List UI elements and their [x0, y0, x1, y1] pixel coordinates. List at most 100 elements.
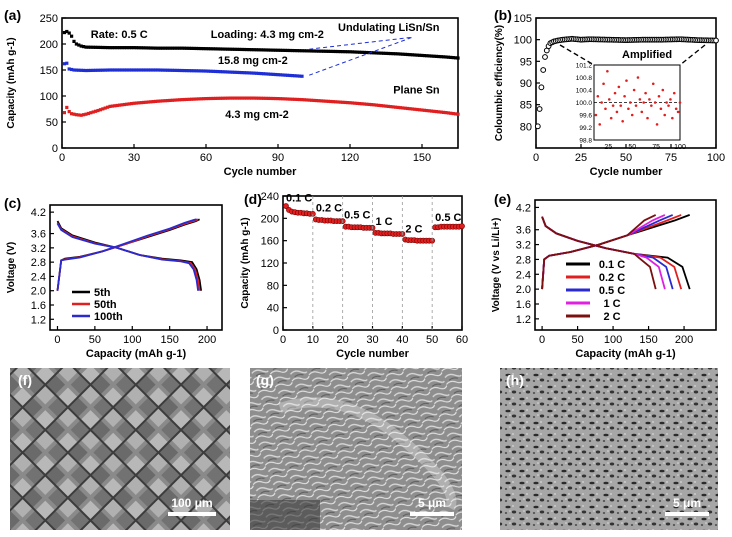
- inset-data-point: [646, 116, 649, 120]
- panel-label: (c): [4, 195, 21, 211]
- data-point: [173, 98, 177, 102]
- rate-label: 2 C: [405, 223, 422, 235]
- data-point: [233, 70, 237, 74]
- data-point: [398, 52, 402, 56]
- data-point: [168, 46, 172, 50]
- data-point: [238, 70, 242, 75]
- inset-data-point: [650, 104, 653, 107]
- data-point: [197, 46, 201, 51]
- data-point: [264, 72, 268, 76]
- inset-data-point: [659, 107, 663, 111]
- inset-data-point: [640, 110, 644, 114]
- inset-y-tick-label: 100.0: [576, 100, 593, 107]
- data-point: [115, 103, 119, 108]
- data-point: [118, 68, 122, 72]
- data-point: [120, 68, 124, 72]
- sem-image-f: (f) 100 μm: [10, 368, 230, 530]
- legend-label: 100th: [94, 311, 123, 323]
- series-0: [283, 203, 465, 244]
- data-point: [343, 100, 347, 105]
- inset-data-point: [630, 113, 634, 117]
- data-point: [350, 101, 354, 105]
- inset-data-point: [596, 94, 600, 98]
- data-point: [98, 45, 102, 50]
- data-point: [367, 102, 371, 107]
- x-tick-label: 50: [426, 334, 438, 346]
- data-point: [173, 68, 177, 72]
- data-point: [106, 45, 110, 50]
- data-point: [103, 45, 107, 50]
- data-point: [319, 49, 323, 53]
- data-point: [264, 96, 268, 100]
- data-point: [122, 102, 126, 107]
- series-discharge-line: [56, 220, 202, 291]
- data-point: [394, 52, 398, 56]
- data-point: [252, 96, 256, 100]
- y-tick-label: 1.2: [31, 314, 46, 326]
- data-point: [134, 46, 138, 50]
- data-point: [70, 34, 74, 38]
- data-point: [250, 48, 254, 52]
- panel-label: (g): [256, 372, 274, 388]
- data-point: [401, 52, 405, 56]
- chart-a: 0 30 60 90 120 150 0 50 100 150 200 250 Cycle number…: [4, 7, 460, 178]
- data-point: [154, 99, 158, 104]
- data-point: [206, 96, 210, 101]
- data-point: [365, 102, 369, 106]
- inset-data-point: [634, 104, 638, 107]
- data-point: [389, 105, 393, 109]
- data-point: [192, 97, 196, 101]
- y-axis-label: Coloumbic efficiency(%): [494, 25, 505, 141]
- y-tick-label: 3.2: [31, 243, 46, 255]
- data-point: [324, 49, 328, 53]
- y-tick-label: 160: [261, 236, 279, 248]
- data-point: [295, 74, 299, 78]
- data-point: [139, 46, 143, 50]
- data-point: [62, 30, 66, 35]
- data-point: [166, 46, 170, 50]
- inset-data-point: [617, 85, 621, 89]
- data-point: [240, 47, 244, 52]
- inset-data-point: [651, 82, 655, 86]
- inset-data-point: [655, 123, 659, 126]
- data-point: [444, 111, 448, 115]
- data-point: [240, 71, 244, 75]
- y-tick-label: 100: [40, 91, 58, 103]
- inset-data-point: [625, 79, 628, 82]
- data-point: [293, 74, 297, 78]
- data-point: [190, 46, 194, 50]
- data-point: [257, 71, 261, 76]
- data-point: [262, 48, 266, 52]
- y-tick-label: 50: [46, 117, 58, 129]
- annotation-leader: [309, 36, 413, 50]
- data-point: [168, 68, 172, 72]
- plot-frame: [61, 17, 459, 149]
- data-point: [259, 96, 263, 100]
- data-point: [84, 112, 88, 116]
- data-point: [269, 48, 273, 52]
- data-point: [204, 47, 208, 51]
- inset-data-point: [632, 88, 636, 92]
- data-point: [305, 49, 309, 53]
- inset-data-point: [636, 76, 640, 79]
- data-point: [252, 48, 256, 52]
- data-point: [197, 69, 201, 73]
- data-point: [202, 47, 206, 51]
- data-point: [314, 98, 318, 103]
- data-point: [534, 123, 541, 130]
- data-point: [218, 70, 222, 74]
- data-point: [233, 96, 237, 100]
- data-point: [338, 49, 342, 54]
- rate-label: 0.5 C: [435, 212, 461, 224]
- y-tick-label: 105: [514, 13, 532, 25]
- data-point: [221, 96, 225, 100]
- data-point: [82, 45, 86, 49]
- data-point: [403, 106, 407, 110]
- data-point: [185, 69, 189, 73]
- data-point: [151, 68, 155, 72]
- rate-label: 1 C: [375, 216, 392, 228]
- data-point: [290, 97, 294, 101]
- data-point: [259, 48, 263, 52]
- series-charge-line: [56, 218, 197, 291]
- y-tick-label: 240: [261, 191, 279, 203]
